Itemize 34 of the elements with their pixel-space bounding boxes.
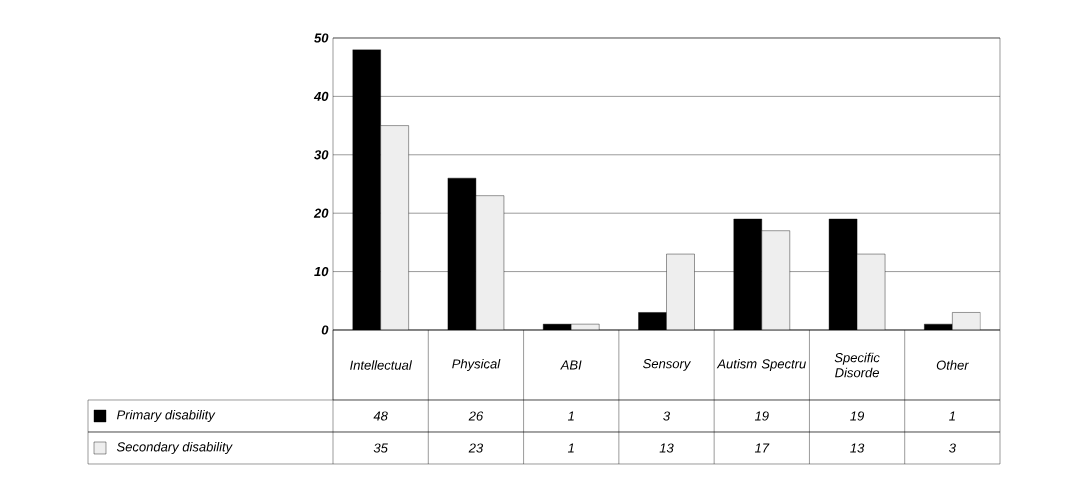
x-tick-label: ABI [560, 360, 582, 370]
y-tick-label: 40 [313, 91, 329, 101]
y-tick-label: 20 [313, 208, 329, 218]
legend-label: Secondary disability [116, 441, 233, 455]
x-tick-label: Physical [452, 358, 501, 372]
data-label: 3 [663, 411, 671, 421]
legend-label: Primary disability [116, 409, 216, 423]
data-label: 48 [373, 411, 388, 421]
y-tick-label: 50 [314, 33, 329, 43]
bar [380, 125, 409, 330]
y-tick-label: 10 [314, 266, 329, 277]
bar [475, 195, 505, 330]
x-tick-label: Autism Spectru [716, 358, 806, 372]
x-tick-label: Sensory [643, 359, 691, 371]
bar [761, 230, 790, 330]
data-label: 23 [468, 443, 484, 453]
data-label: 26 [468, 411, 484, 421]
data-label: 13 [659, 443, 674, 453]
y-tick-label: 0 [321, 325, 329, 335]
data-label: 35 [373, 443, 388, 453]
data-label: 19 [754, 411, 769, 421]
data-label: 1 [567, 411, 574, 421]
data-label: 19 [850, 411, 865, 421]
data-label: 17 [754, 443, 770, 453]
data-label: 13 [850, 443, 865, 453]
data-label: 1 [567, 443, 574, 453]
data-label: 1 [949, 411, 955, 421]
data-label: 3 [949, 443, 956, 453]
x-tick-label: Intellectual [350, 360, 413, 370]
bar [856, 253, 886, 330]
y-tick-label: 30 [314, 150, 329, 160]
x-tick-label: Other [936, 360, 970, 370]
bar [666, 253, 695, 330]
x-tick-label: Specific Disorde [834, 352, 880, 378]
